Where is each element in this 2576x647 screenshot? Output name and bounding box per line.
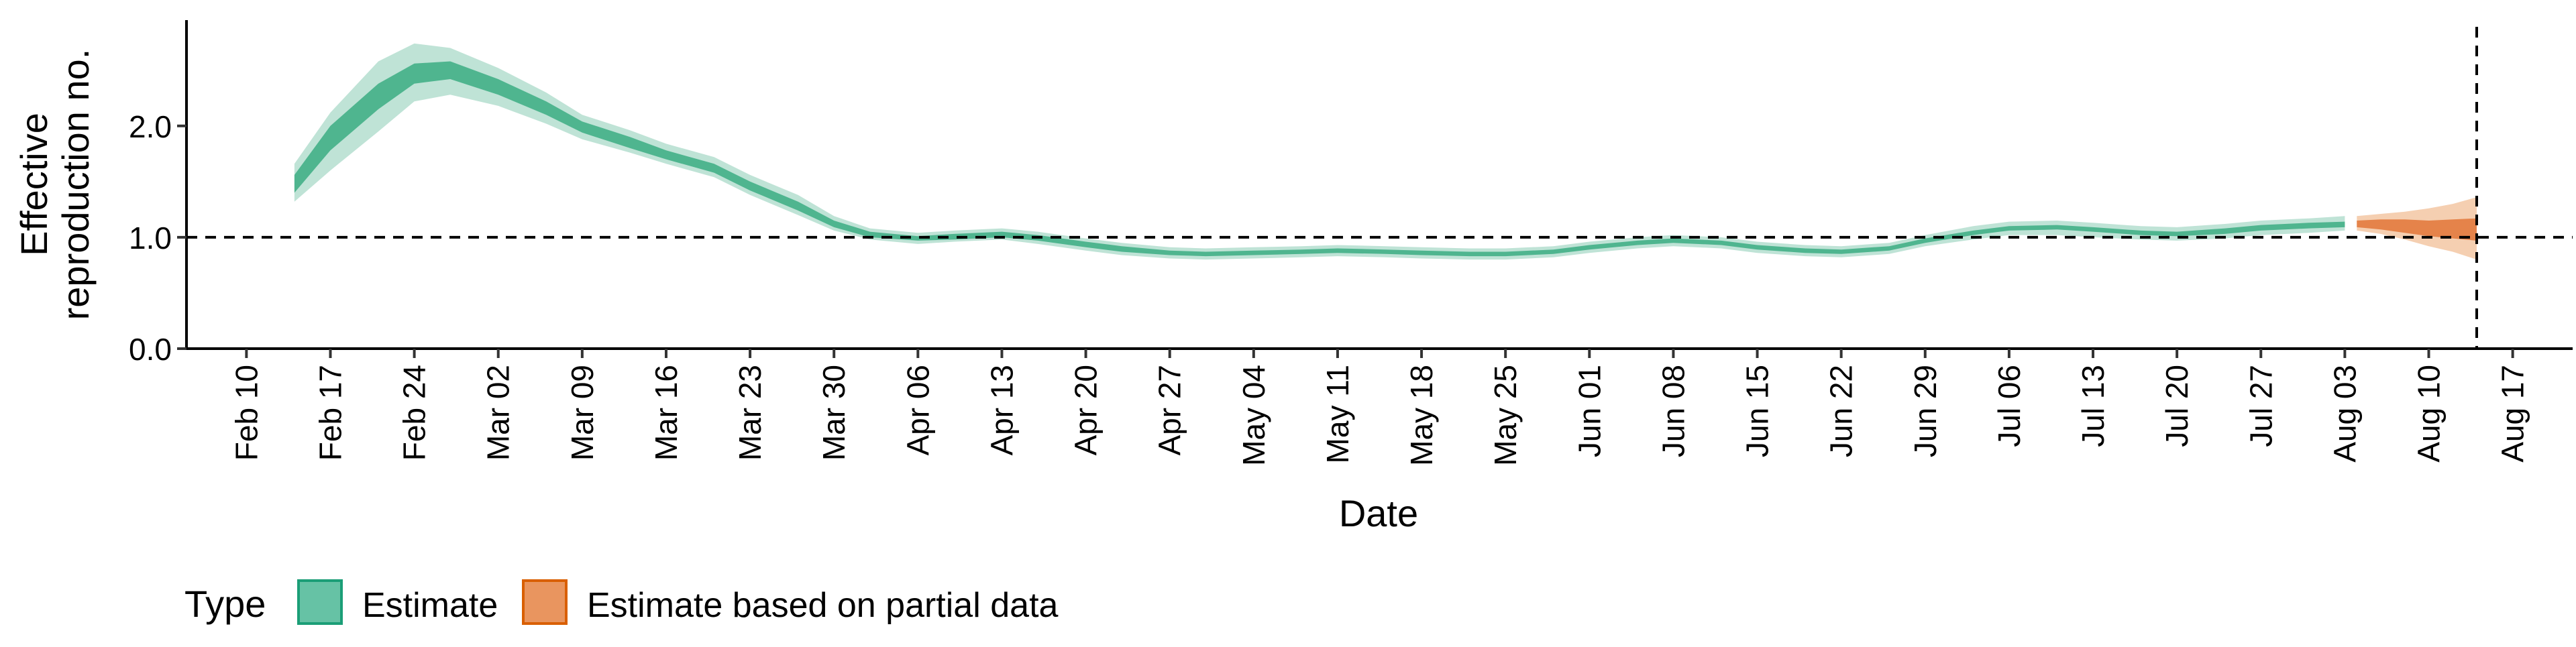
x-tick-label: Jul 06 bbox=[1992, 365, 2027, 447]
estimate-band-90 bbox=[294, 43, 2345, 260]
x-tick-label: Mar 09 bbox=[565, 365, 600, 461]
x-tick-label: Mar 30 bbox=[816, 365, 851, 461]
x-tick-label: May 18 bbox=[1404, 365, 1439, 466]
y-axis-title-line: Effective bbox=[13, 113, 55, 256]
legend-label: Estimate bbox=[362, 586, 498, 625]
x-tick-label: Mar 16 bbox=[649, 365, 684, 461]
x-tick-label: Jun 01 bbox=[1572, 365, 1607, 457]
x-tick-label: Jun 15 bbox=[1740, 365, 1775, 457]
x-tick-label: Apr 20 bbox=[1069, 365, 1104, 456]
x-tick-label: May 04 bbox=[1236, 365, 1271, 466]
y-tick-label: 1.0 bbox=[129, 221, 172, 255]
legend-swatch bbox=[522, 579, 568, 625]
y-axis-title: Effective reproduction no. bbox=[13, 49, 97, 320]
x-tick-label: Mar 02 bbox=[481, 365, 516, 461]
estimate-band-50 bbox=[294, 61, 2345, 257]
partial-band-50 bbox=[2357, 218, 2477, 241]
x-tick-label: Feb 10 bbox=[229, 365, 264, 461]
y-axis-title-line: reproduction no. bbox=[54, 49, 97, 320]
x-axis-title: Date bbox=[1339, 492, 1418, 534]
y-axis-ticks: 0.0 1.0 2.0 bbox=[129, 109, 186, 367]
x-tick-label: Jun 08 bbox=[1656, 365, 1690, 457]
x-tick-label: Feb 17 bbox=[313, 365, 347, 461]
x-tick-label: Jul 20 bbox=[2159, 365, 2194, 447]
reference-lines bbox=[186, 27, 2573, 349]
x-axis-ticks: Feb 10 Feb 17 Feb 24 Mar 02 Mar 09 Mar 16 Mar … bbox=[229, 349, 2530, 466]
x-tick-label: Aug 17 bbox=[2496, 365, 2530, 463]
x-tick-label: Jun 22 bbox=[1824, 365, 1859, 457]
x-tick-label: Feb 24 bbox=[397, 365, 432, 461]
axes bbox=[185, 20, 2573, 350]
x-tick-label: Apr 13 bbox=[984, 365, 1019, 456]
x-tick-label: Aug 03 bbox=[2327, 365, 2362, 463]
x-tick-label: May 11 bbox=[1320, 365, 1355, 463]
x-tick-label: Jun 29 bbox=[1908, 365, 1943, 457]
x-tick-label: Aug 10 bbox=[2412, 365, 2447, 463]
x-tick-label: Jul 27 bbox=[2243, 365, 2278, 447]
y-tick-label: 2.0 bbox=[129, 109, 172, 144]
legend-swatch bbox=[297, 579, 343, 625]
legend-label: Estimate based on partial data bbox=[587, 586, 1059, 625]
legend: Type Estimate Estimate based on partial d… bbox=[184, 579, 1059, 625]
x-tick-label: Jul 13 bbox=[2076, 365, 2110, 447]
x-tick-label: May 25 bbox=[1488, 365, 1523, 466]
legend-title: Type bbox=[184, 583, 266, 625]
uncertainty-bands bbox=[294, 43, 2477, 260]
x-tick-label: Apr 06 bbox=[900, 365, 935, 456]
y-tick-label: 0.0 bbox=[129, 332, 172, 367]
x-tick-label: Apr 27 bbox=[1152, 365, 1187, 456]
x-tick-label: Mar 23 bbox=[733, 365, 767, 461]
